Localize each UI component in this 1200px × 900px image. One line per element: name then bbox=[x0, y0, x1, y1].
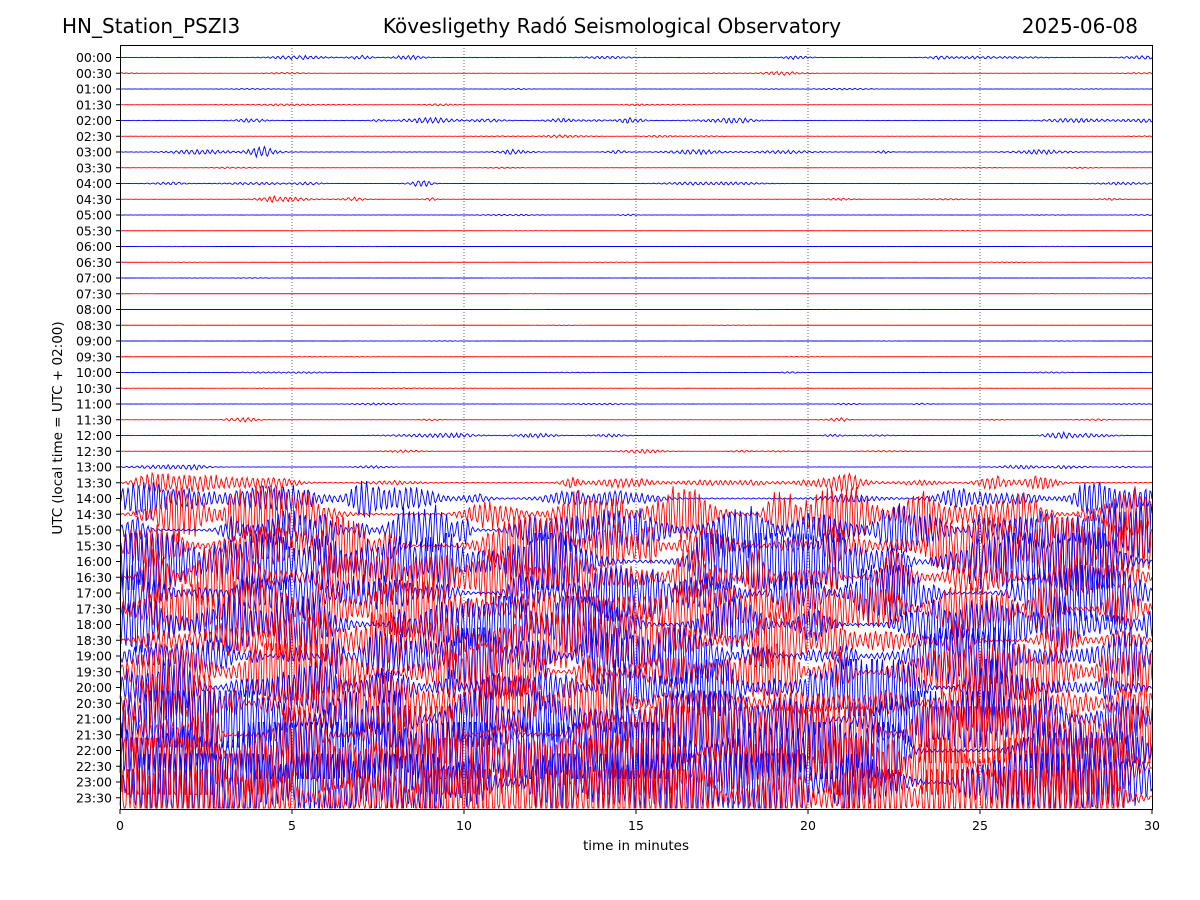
y-tick-label: 22:00 bbox=[76, 743, 112, 758]
x-tick-label: 10 bbox=[456, 818, 472, 833]
y-tick-label: 18:00 bbox=[76, 617, 112, 632]
y-tick-label: 00:30 bbox=[76, 66, 112, 81]
y-tick-label: 13:30 bbox=[76, 475, 112, 490]
y-tick-label: 02:00 bbox=[76, 113, 112, 128]
y-tick-label: 15:00 bbox=[76, 523, 112, 538]
trace-line bbox=[119, 547, 1153, 606]
y-tick-label: 16:30 bbox=[76, 570, 112, 585]
trace-line bbox=[119, 145, 1153, 159]
y-tick-label: 13:00 bbox=[76, 460, 112, 475]
trace-line bbox=[119, 340, 1153, 342]
y-tick-label: 20:30 bbox=[76, 696, 112, 711]
trace-line bbox=[119, 642, 1153, 702]
trace-line bbox=[119, 371, 1153, 374]
x-tick-label: 25 bbox=[972, 818, 988, 833]
y-tick-label: 17:30 bbox=[76, 601, 112, 616]
y-tick-label: 14:30 bbox=[76, 507, 112, 522]
trace-line bbox=[119, 213, 1153, 217]
y-tick-label: 16:00 bbox=[76, 554, 112, 569]
y-tick-label: 17:00 bbox=[76, 586, 112, 601]
y-tick-label: 00:00 bbox=[76, 50, 112, 65]
trace-line bbox=[119, 54, 1153, 61]
y-tick-label: 18:30 bbox=[76, 633, 112, 648]
y-tick-label: 23:00 bbox=[76, 775, 112, 790]
y-tick-label: 19:30 bbox=[76, 664, 112, 679]
trace-line bbox=[119, 194, 1153, 204]
x-axis-ticks: 0 5 10 15 20 25 30 bbox=[116, 809, 1160, 833]
x-tick-label: 0 bbox=[116, 818, 124, 833]
y-tick-label: 08:30 bbox=[76, 318, 112, 333]
x-tick-label: 20 bbox=[800, 818, 816, 833]
trace-line bbox=[119, 180, 1153, 188]
trace-line bbox=[120, 402, 1153, 406]
trace-line bbox=[119, 87, 1153, 91]
y-tick-label: 21:00 bbox=[76, 712, 112, 727]
trace-line bbox=[119, 564, 1153, 622]
trace-line bbox=[119, 430, 1153, 440]
trace-line bbox=[119, 277, 1153, 279]
trace-line bbox=[119, 463, 1153, 471]
y-tick-label: 05:00 bbox=[76, 208, 112, 223]
y-tick-label: 15:30 bbox=[76, 538, 112, 553]
y-tick-label: 07:30 bbox=[76, 286, 112, 301]
y-tick-label: 23:30 bbox=[76, 790, 112, 805]
trace-line bbox=[119, 531, 1153, 591]
y-tick-label: 09:30 bbox=[76, 349, 112, 364]
y-tick-label: 06:00 bbox=[76, 239, 112, 254]
trace-line bbox=[120, 166, 1152, 170]
station-name: HN_Station_PSZI3 bbox=[62, 14, 241, 38]
trace-line bbox=[120, 261, 1153, 264]
trace-line bbox=[119, 486, 1153, 543]
trace-line bbox=[119, 416, 1153, 423]
trace-line bbox=[119, 768, 1153, 810]
trace-line bbox=[119, 448, 1153, 455]
y-tick-label: 03:30 bbox=[76, 160, 112, 175]
y-tick-label: 12:30 bbox=[76, 444, 112, 459]
trace-line bbox=[119, 134, 1153, 139]
x-tick-label: 15 bbox=[628, 818, 644, 833]
trace-line bbox=[119, 471, 1153, 494]
trace-line bbox=[119, 356, 1153, 358]
x-tick-label: 5 bbox=[288, 818, 296, 833]
trace-line bbox=[120, 116, 1153, 125]
y-tick-label: 04:00 bbox=[76, 176, 112, 191]
y-tick-label: 09:00 bbox=[76, 334, 112, 349]
trace-line bbox=[119, 579, 1153, 638]
trace-line bbox=[119, 103, 1153, 107]
y-tick-label: 08:00 bbox=[76, 302, 112, 317]
y-tick-label: 11:00 bbox=[76, 397, 112, 412]
trace-line bbox=[119, 673, 1153, 733]
x-tick-label: 30 bbox=[1144, 818, 1160, 833]
date-label: 2025-06-08 bbox=[1021, 14, 1138, 38]
y-tick-label: 14:00 bbox=[76, 491, 112, 506]
y-tick-label: 05:30 bbox=[76, 223, 112, 238]
trace-line bbox=[119, 71, 1153, 76]
y-axis-label: UTC (local time = UTC + 02:00) bbox=[50, 321, 66, 534]
y-tick-label: 19:00 bbox=[76, 649, 112, 664]
chart-title: Kövesligethy Radó Seismological Observat… bbox=[382, 14, 842, 38]
y-tick-label: 10:00 bbox=[76, 365, 112, 380]
y-tick-label: 12:00 bbox=[76, 428, 112, 443]
trace-line bbox=[119, 387, 1153, 390]
y-tick-label: 11:30 bbox=[76, 412, 112, 427]
y-tick-label: 01:00 bbox=[76, 82, 112, 97]
y-tick-label: 03:00 bbox=[76, 145, 112, 160]
y-tick-label: 20:00 bbox=[76, 680, 112, 695]
y-tick-label: 06:30 bbox=[76, 255, 112, 270]
trace-line bbox=[119, 657, 1153, 716]
y-tick-label: 22:30 bbox=[76, 759, 112, 774]
y-axis-ticks: 00:0000:3001:0001:3002:0002:3003:0003:30… bbox=[76, 50, 120, 805]
y-tick-label: 01:30 bbox=[76, 97, 112, 112]
y-tick-label: 02:30 bbox=[76, 129, 112, 144]
y-tick-label: 10:30 bbox=[76, 381, 112, 396]
trace-line bbox=[119, 230, 1153, 232]
seismic-traces bbox=[119, 54, 1153, 810]
y-tick-label: 04:30 bbox=[76, 192, 112, 207]
y-tick-label: 07:00 bbox=[76, 271, 112, 286]
trace-line bbox=[119, 610, 1153, 670]
y-tick-label: 21:30 bbox=[76, 727, 112, 742]
x-axis-label: time in minutes bbox=[583, 838, 689, 854]
